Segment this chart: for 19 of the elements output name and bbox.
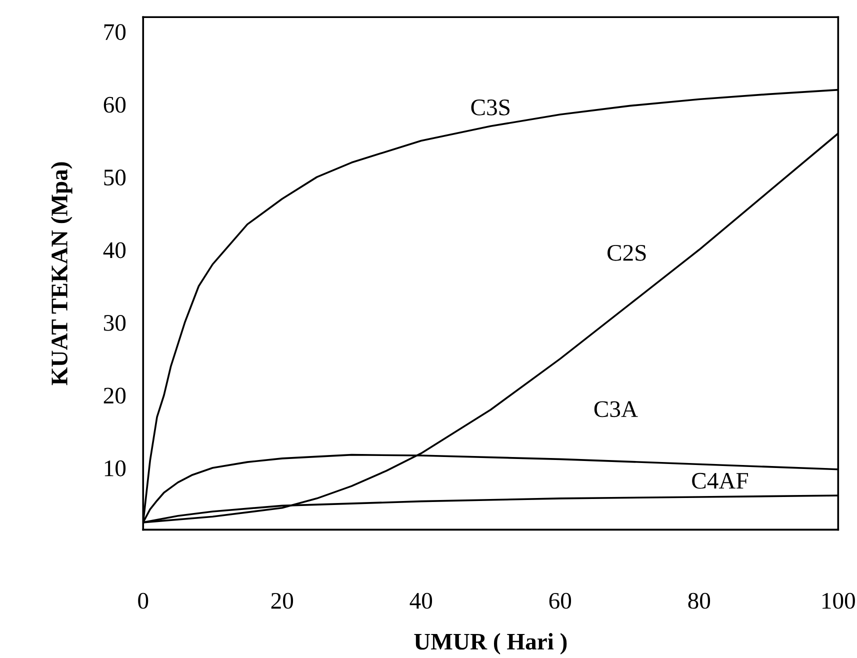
series-label: C3S: [471, 100, 510, 116]
x-axis-title: UMUR ( Hari ): [414, 633, 567, 654]
y-tick-label: 40: [103, 242, 126, 258]
x-tick-label: 20: [271, 592, 294, 609]
x-tick-label: 80: [688, 592, 710, 609]
y-tick-label: 10: [104, 460, 126, 476]
series-label: C4AF: [692, 472, 748, 489]
y-tick-label: 70: [104, 24, 126, 40]
x-tick-label: 60: [549, 592, 572, 609]
y-axis-title: KUAT TEKAN (Mpa): [50, 162, 72, 386]
x-tick-label: 40: [410, 592, 432, 609]
y-tick-label: 60: [104, 96, 126, 113]
y-tick-label: 30: [104, 314, 126, 331]
series-label: C3A: [594, 401, 638, 418]
x-tick-label: 100: [822, 592, 855, 609]
series-label: C2S: [608, 244, 646, 261]
y-tick-label: 50: [104, 170, 126, 186]
x-tick-label: 0: [138, 592, 148, 609]
y-tick-label: 20: [104, 388, 126, 404]
